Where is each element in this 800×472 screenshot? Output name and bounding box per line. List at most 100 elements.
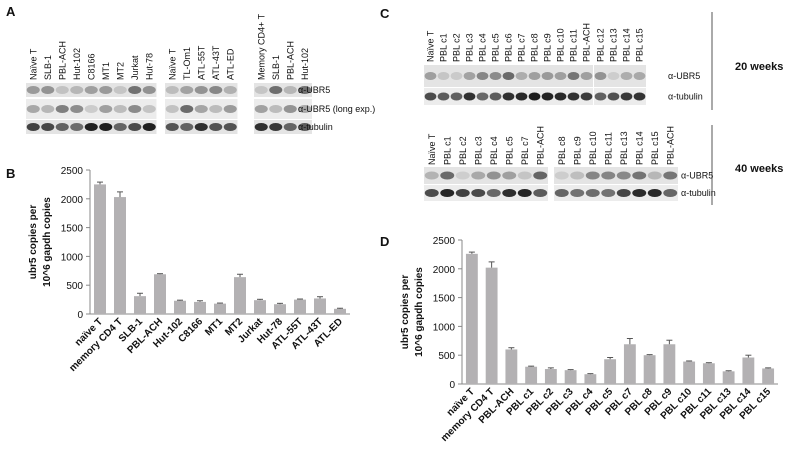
lane-label: PBL-ACH	[57, 41, 67, 80]
lane-label: PBL c3	[473, 136, 483, 165]
lane-label: Hut-102	[300, 48, 310, 80]
blot-band	[165, 105, 179, 113]
blot-strip	[254, 120, 312, 134]
bar	[314, 298, 326, 314]
lane-label: PBL c8	[557, 136, 567, 165]
blot-band	[463, 92, 476, 101]
blot-band	[424, 92, 437, 101]
y-tick-label: 1500	[61, 224, 84, 235]
lane-label: C8166	[86, 53, 96, 80]
y-tick-label: 1500	[433, 294, 456, 305]
bar	[465, 253, 478, 384]
blot-band	[180, 86, 194, 94]
blot-band	[283, 123, 297, 131]
blot-band	[450, 72, 463, 80]
blot-band	[489, 72, 502, 80]
bar	[643, 355, 656, 384]
blot-band	[194, 86, 208, 94]
blot-band	[254, 105, 268, 113]
blot-band	[223, 105, 237, 113]
y-axis-label: 10^6 gapdh copies	[42, 197, 53, 287]
lane-label: PBL c5	[504, 136, 514, 165]
lane-label: Hut-102	[72, 48, 82, 80]
blot-strip	[424, 167, 548, 184]
blot-band	[517, 171, 532, 180]
blot-band	[70, 86, 84, 94]
lane-label: ATL-ED	[225, 48, 235, 80]
blot-band	[26, 86, 40, 94]
blot-band	[567, 72, 580, 80]
blot-band	[209, 105, 223, 113]
lane-label: PBL-ACH	[285, 41, 295, 80]
blot-band	[99, 123, 113, 131]
blot-band	[298, 105, 312, 113]
blot-band	[223, 123, 237, 131]
lane-label: PBL c11	[569, 29, 579, 62]
blot-band	[486, 171, 501, 180]
blot-band	[633, 92, 646, 101]
blot-band	[440, 189, 455, 197]
y-tick-label: 1000	[61, 252, 84, 263]
lane-label: PBL-ACH	[665, 126, 675, 165]
y-tick-label: 500	[66, 281, 83, 292]
blot-band	[471, 189, 486, 197]
blot-band	[502, 171, 517, 180]
bar	[485, 267, 498, 384]
error-bar	[157, 273, 163, 275]
lane-label: SLB-1	[271, 55, 281, 80]
blot-band	[570, 171, 585, 180]
blot-band	[455, 189, 470, 197]
bar	[254, 300, 266, 314]
blot-band	[647, 189, 662, 197]
bar	[505, 349, 518, 384]
lane-label: PBL c2	[452, 33, 462, 62]
blot-band	[476, 92, 489, 101]
lane-label: PBL c15	[650, 131, 660, 165]
blot-band	[594, 72, 607, 80]
blot-strip	[26, 99, 157, 119]
bar	[234, 277, 246, 314]
blot-band	[142, 86, 156, 94]
error-bar	[745, 354, 752, 358]
blot-band	[515, 72, 528, 80]
blot-band	[616, 189, 631, 197]
blot-band	[26, 105, 40, 113]
bar	[584, 374, 597, 384]
lane-label: MT1	[101, 62, 111, 80]
lane-label: PBL c14	[622, 28, 632, 62]
blot-band	[620, 72, 633, 80]
blot-strip	[554, 185, 678, 201]
bar	[722, 371, 735, 384]
lane-label: PBL-ACH	[582, 23, 592, 62]
lane-label: PBL c13	[609, 28, 619, 62]
bar	[544, 369, 557, 384]
blot-band	[41, 105, 55, 113]
blot-band	[298, 86, 312, 94]
error-bar	[277, 302, 283, 305]
blot-band	[437, 72, 450, 80]
blot-band	[517, 189, 532, 197]
panel-label: C	[380, 6, 390, 21]
blot-band	[283, 105, 297, 113]
panel-label: A	[6, 4, 16, 19]
blot-band	[594, 92, 607, 101]
panel-label: B	[6, 166, 15, 181]
lane-label: PBL c15	[635, 28, 645, 62]
bar	[663, 344, 676, 384]
lane-label: PBL c13	[619, 131, 629, 165]
bar	[174, 300, 186, 314]
error-bar	[317, 296, 323, 299]
blot-band	[70, 123, 84, 131]
error-bar	[725, 370, 732, 372]
blot-band	[502, 72, 515, 80]
lane-label: SLB-1	[43, 55, 53, 80]
blot-strip	[554, 167, 678, 184]
blot-band	[180, 123, 194, 131]
lane-label: PBL c11	[603, 132, 613, 165]
blot-band	[528, 72, 541, 80]
blot-band	[570, 189, 585, 197]
lane-label: PBL-ACH	[535, 126, 545, 165]
y-axis-label: 10^6 gapdh copies	[414, 267, 425, 357]
error-bar	[765, 367, 772, 369]
